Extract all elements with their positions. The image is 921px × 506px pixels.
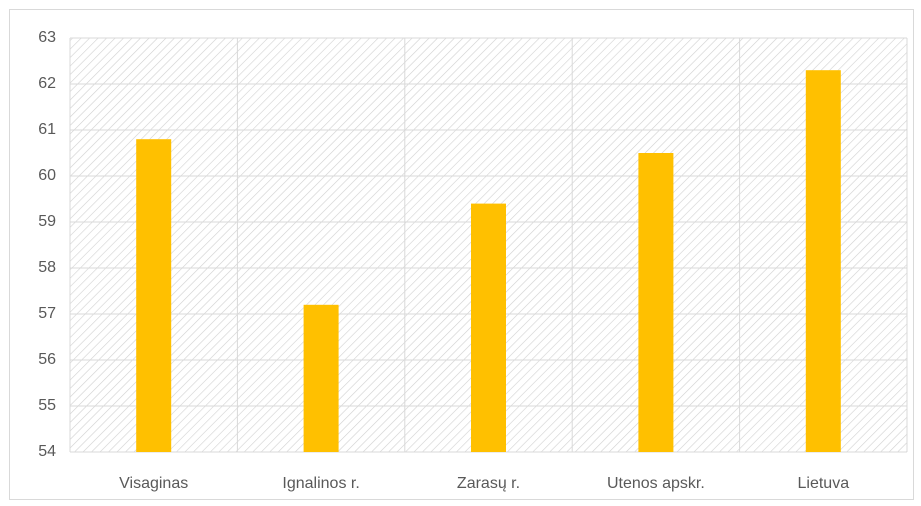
x-tick-label: Zarasų r.: [457, 475, 520, 492]
y-tick-label: 59: [38, 213, 56, 230]
bar: [303, 304, 339, 452]
y-tick-label: 58: [38, 259, 56, 276]
y-tick-label: 54: [38, 443, 56, 460]
y-tick-label: 60: [38, 167, 56, 184]
y-tick-label: 63: [38, 29, 56, 46]
x-tick-label: Lietuva: [798, 475, 850, 492]
bar: [805, 70, 841, 452]
y-tick-label: 61: [38, 121, 56, 138]
bar: [638, 153, 674, 452]
y-tick-label: 57: [38, 305, 56, 322]
y-tick-label: 55: [38, 397, 56, 414]
bar: [136, 139, 172, 452]
bar: [471, 203, 506, 452]
x-tick-label: Ignalinos r.: [282, 475, 359, 492]
y-tick-label: 62: [38, 75, 56, 92]
x-tick-label: Utenos apskr.: [607, 475, 705, 492]
x-tick-label: Visaginas: [119, 475, 188, 492]
y-tick-label: 56: [38, 351, 56, 368]
